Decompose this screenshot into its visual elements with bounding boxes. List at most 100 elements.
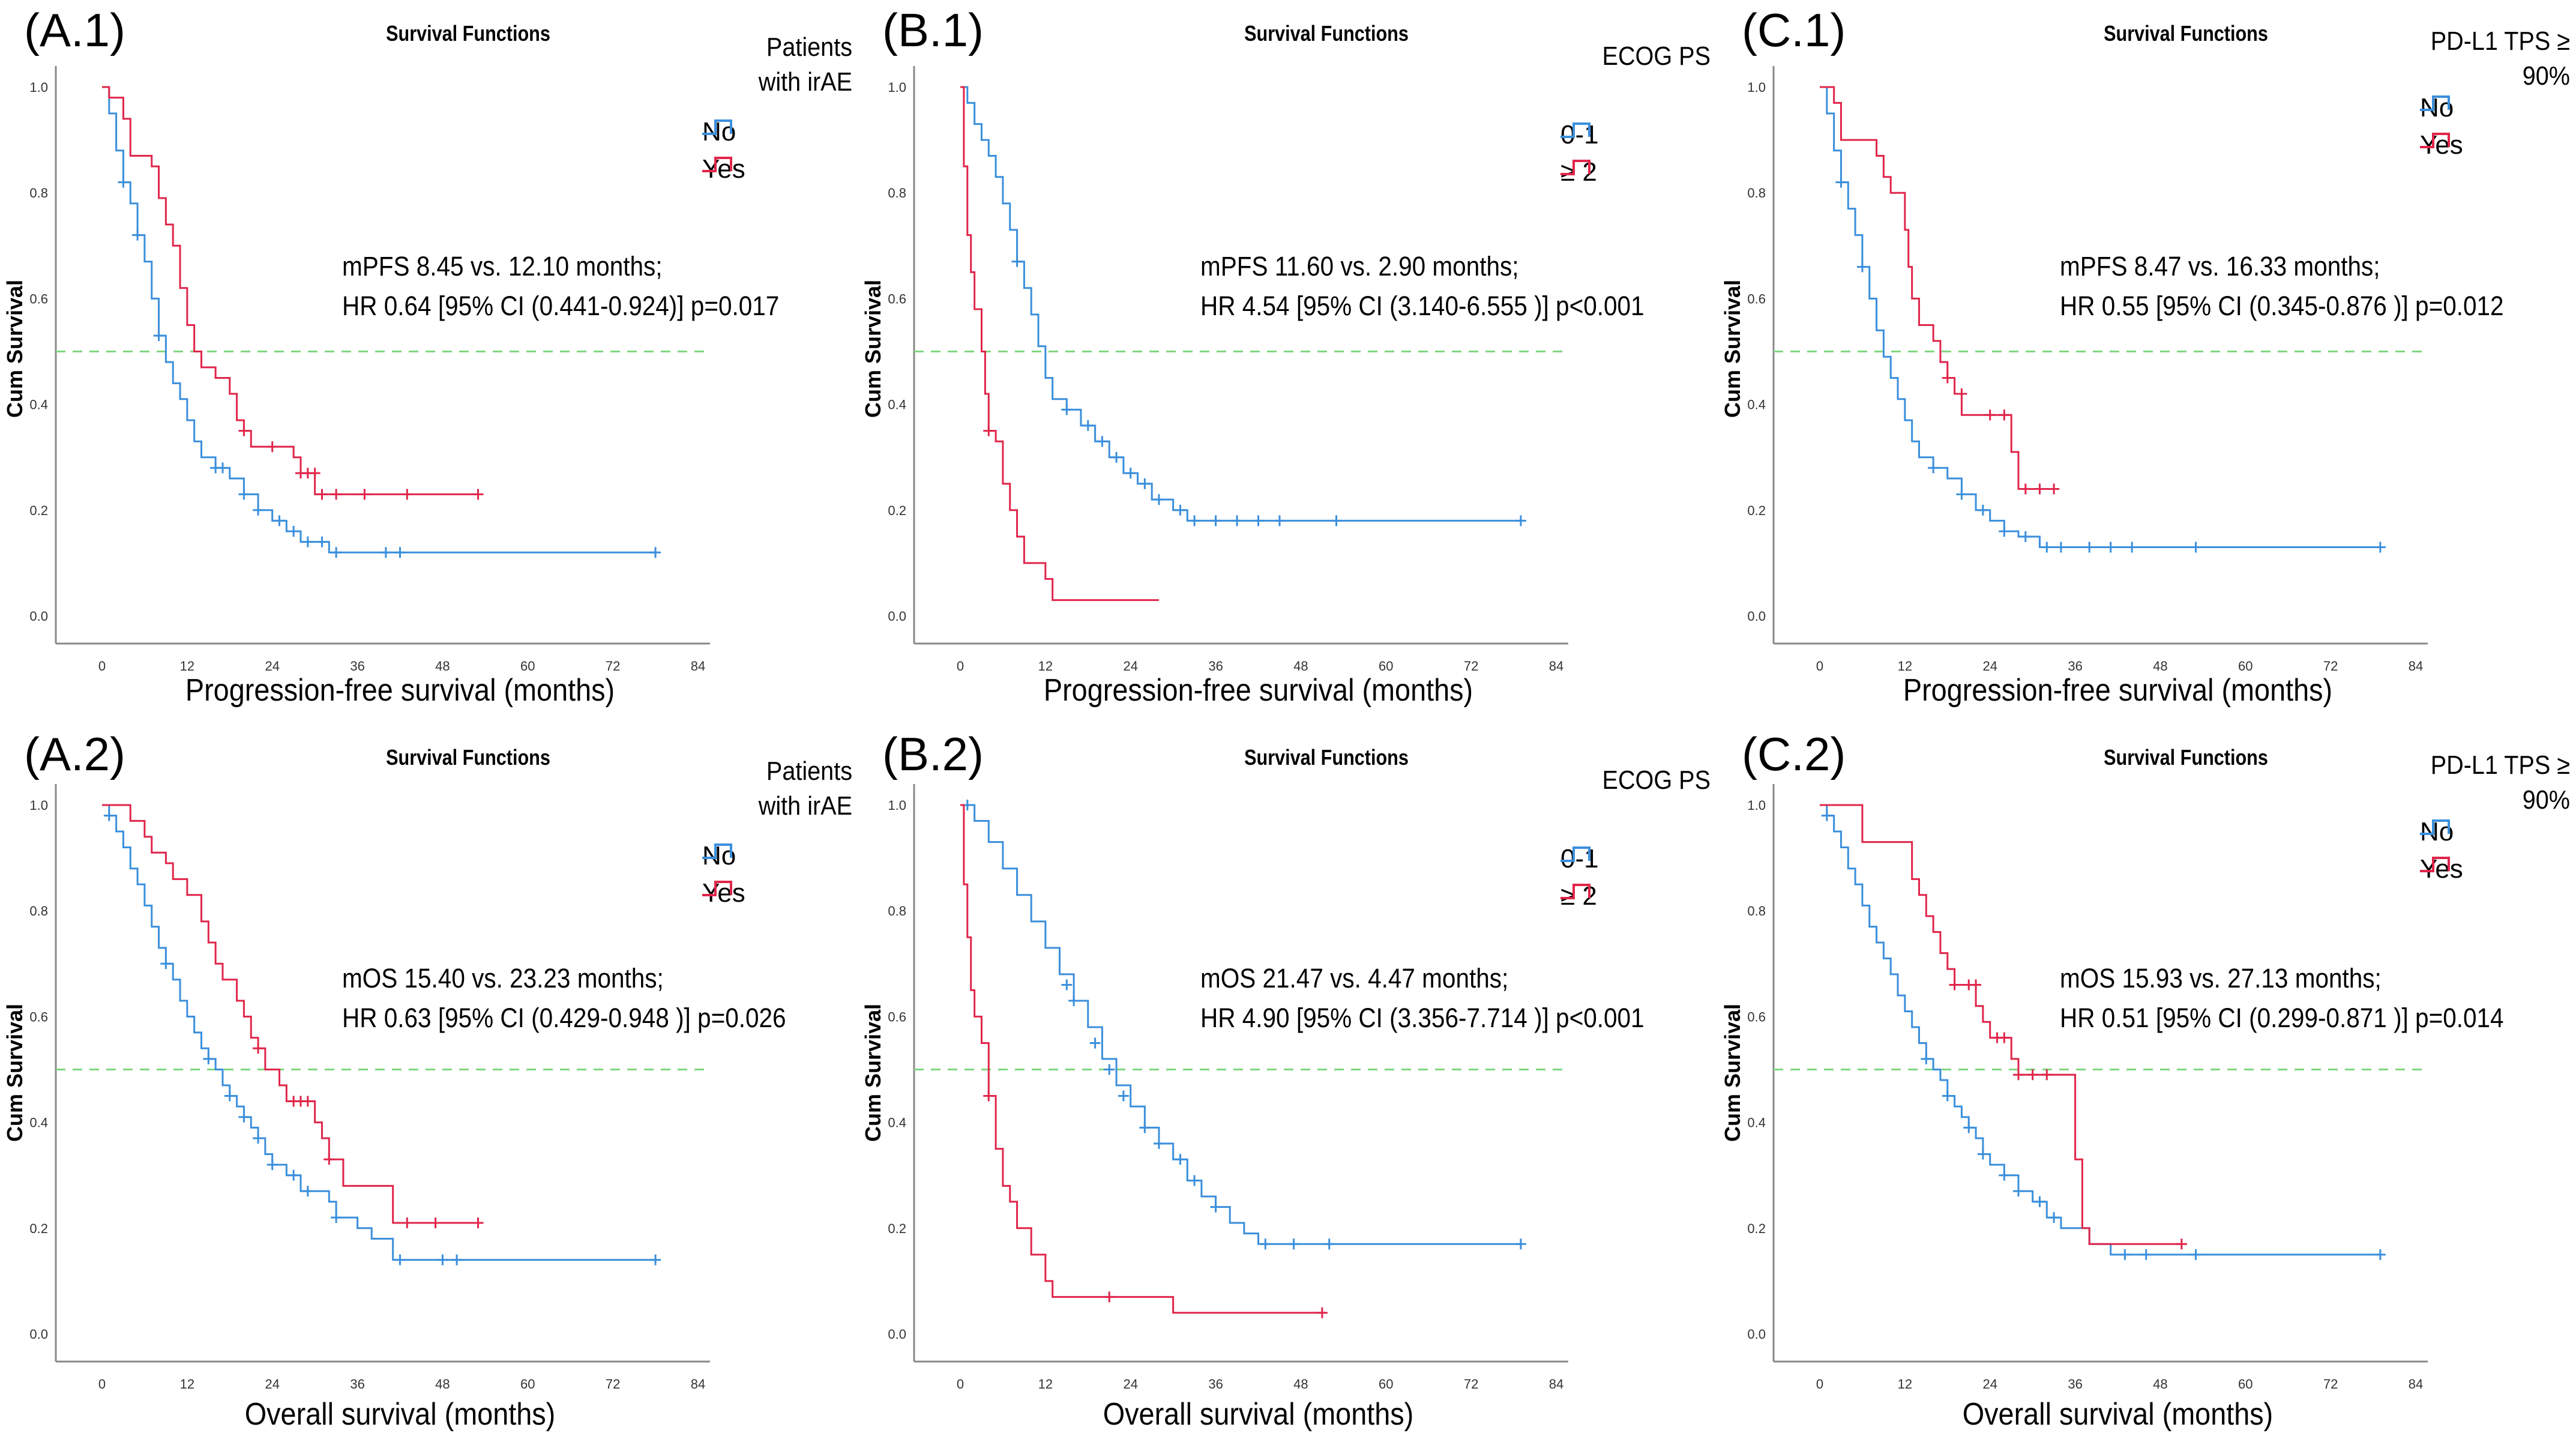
censor-mark (430, 1217, 441, 1228)
x-tick-label: 72 (2323, 1377, 2338, 1392)
survival-curve-No (102, 804, 656, 1261)
legend-swatch-icon (702, 119, 732, 135)
y-tick-label: 0.8 (888, 903, 906, 919)
survival-curve-2 (960, 86, 1159, 602)
censor-mark (1189, 1175, 1200, 1186)
x-tick-label: 24 (265, 1377, 279, 1392)
legend-item: 0-1 (1560, 120, 1599, 150)
legend-swatch-icon (2420, 133, 2450, 148)
legend-label: 0-1 (1560, 844, 1599, 873)
km-plot: 0.0 0.2 0.4 0.6 0.8 1.0 0 12 24 36 48 60 72 84 (29, 66, 710, 674)
censor-mark (1118, 1090, 1129, 1102)
censor-mark (1835, 176, 1847, 188)
y-tick-label: 1.0 (888, 798, 906, 813)
censor-mark (153, 330, 164, 342)
x-tick-label: 84 (1549, 1377, 1563, 1392)
y-tick-label: 0.8 (1747, 903, 1766, 919)
censor-mark (316, 536, 328, 548)
censor-mark (316, 489, 328, 500)
legend-title: ECOG PS (1548, 763, 1711, 798)
x-tick-label: 72 (1464, 659, 1478, 674)
y-tick-label: 0.2 (29, 1221, 48, 1236)
stat-annotation: mPFS 8.45 vs. 12.10 months; (342, 251, 663, 282)
censor-mark (238, 489, 250, 500)
legend-title: PD-L1 TPS ≥ 90% (2408, 24, 2570, 94)
censor-mark (1921, 1053, 1932, 1064)
censor-mark (2020, 531, 2031, 542)
legend-title-line: PD-L1 TPS ≥ 90% (2430, 750, 2570, 815)
survival-curve-01 (960, 86, 1521, 522)
panel-label: (C.1) (1742, 4, 1846, 56)
censor-mark (1999, 409, 2010, 421)
legend-label: ≥ 2 (1560, 157, 1597, 187)
y-axis-title: Cum Survival (861, 279, 885, 418)
x-tick-label: 12 (1898, 659, 1912, 674)
censor-mark (2119, 1249, 2131, 1260)
y-tick-label: 0.8 (29, 186, 48, 201)
chart-title: Survival Functions (1244, 21, 1409, 46)
y-tick-label: 0.8 (888, 186, 906, 201)
legend-swatch-icon (1560, 160, 1590, 175)
km-panel-A1: 0.0 0.2 0.4 0.6 0.8 1.0 0 12 24 36 48 60 72 84 (A.1) Su… (0, 0, 858, 724)
censor-mark (1104, 1064, 1115, 1075)
legend-label: Yes (702, 878, 745, 908)
y-tick-label: 0.4 (1747, 1115, 1766, 1130)
legend-item: Yes (702, 878, 745, 908)
x-tick-label: 36 (2068, 1377, 2082, 1392)
censor-mark (2190, 1249, 2201, 1260)
censor-mark (1111, 451, 1122, 463)
y-tick-label: 0.6 (1747, 291, 1766, 306)
x-tick-label: 36 (350, 659, 364, 674)
censor-mark (1821, 810, 1832, 821)
censor-mark (650, 547, 661, 558)
x-tick-label: 12 (1038, 1377, 1053, 1392)
y-tick-label: 0.6 (29, 291, 48, 306)
censor-mark (1515, 515, 1526, 526)
censor-mark (1856, 261, 1868, 273)
y-tick-label: 0.6 (888, 1009, 906, 1024)
stat-annotation: mOS 15.93 vs. 27.13 months; (2060, 963, 2382, 994)
censor-mark (118, 176, 129, 188)
censor-mark (2048, 1212, 2060, 1223)
censor-mark (2140, 1249, 2152, 1260)
censor-mark (1097, 436, 1108, 447)
panel-label: (B.1) (882, 4, 984, 56)
legend-title-line: with irAE (758, 67, 852, 97)
survival-curve-No (102, 86, 656, 554)
legend-title-line: Patients (766, 756, 852, 786)
stat-annotation: HR 4.90 [95% CI (3.356-7.714 )] p<0.001 (1200, 1003, 1645, 1033)
x-tick-label: 60 (2238, 659, 2252, 674)
survival-curve-No (1820, 86, 2380, 548)
y-tick-label: 0.2 (1747, 1221, 1766, 1236)
censor-mark (331, 547, 342, 558)
x-tick-label: 60 (2238, 1377, 2252, 1392)
censor-mark (1175, 1154, 1186, 1165)
x-tick-label: 24 (265, 659, 279, 674)
y-tick-label: 0.0 (888, 1327, 906, 1342)
censor-mark (1260, 1238, 1271, 1250)
y-axis-title: Cum Survival (2, 279, 27, 418)
y-tick-label: 0.4 (29, 1115, 48, 1130)
x-tick-label: 24 (1982, 659, 1997, 674)
censor-mark (160, 958, 172, 970)
censor-mark (1977, 504, 1988, 516)
x-tick-label: 12 (1898, 1377, 1912, 1392)
chart-title: Survival Functions (2104, 745, 2268, 770)
censor-mark (2126, 541, 2138, 553)
survival-curve-2 (960, 804, 1322, 1314)
censor-mark (1210, 1201, 1221, 1213)
legend-label: Yes (702, 154, 745, 184)
y-tick-label: 0.0 (1747, 609, 1766, 624)
censor-mark (1253, 515, 1264, 526)
km-plot: 0.0 0.2 0.4 0.6 0.8 1.0 0 12 24 36 48 60 72 84 (29, 784, 710, 1392)
censor-mark (2105, 541, 2116, 553)
x-tick-label: 60 (1379, 1377, 1393, 1392)
panel-label: (C.2) (1742, 728, 1846, 780)
censor-mark (1999, 1169, 2010, 1181)
censor-mark (1068, 995, 1080, 1006)
censor-mark (1999, 526, 2010, 537)
legend-title: Patients with irAE (690, 754, 852, 824)
stat-annotation: mOS 21.47 vs. 4.47 months; (1200, 963, 1509, 994)
x-tick-label: 48 (2153, 659, 2167, 674)
legend-label: Yes (2420, 130, 2463, 160)
